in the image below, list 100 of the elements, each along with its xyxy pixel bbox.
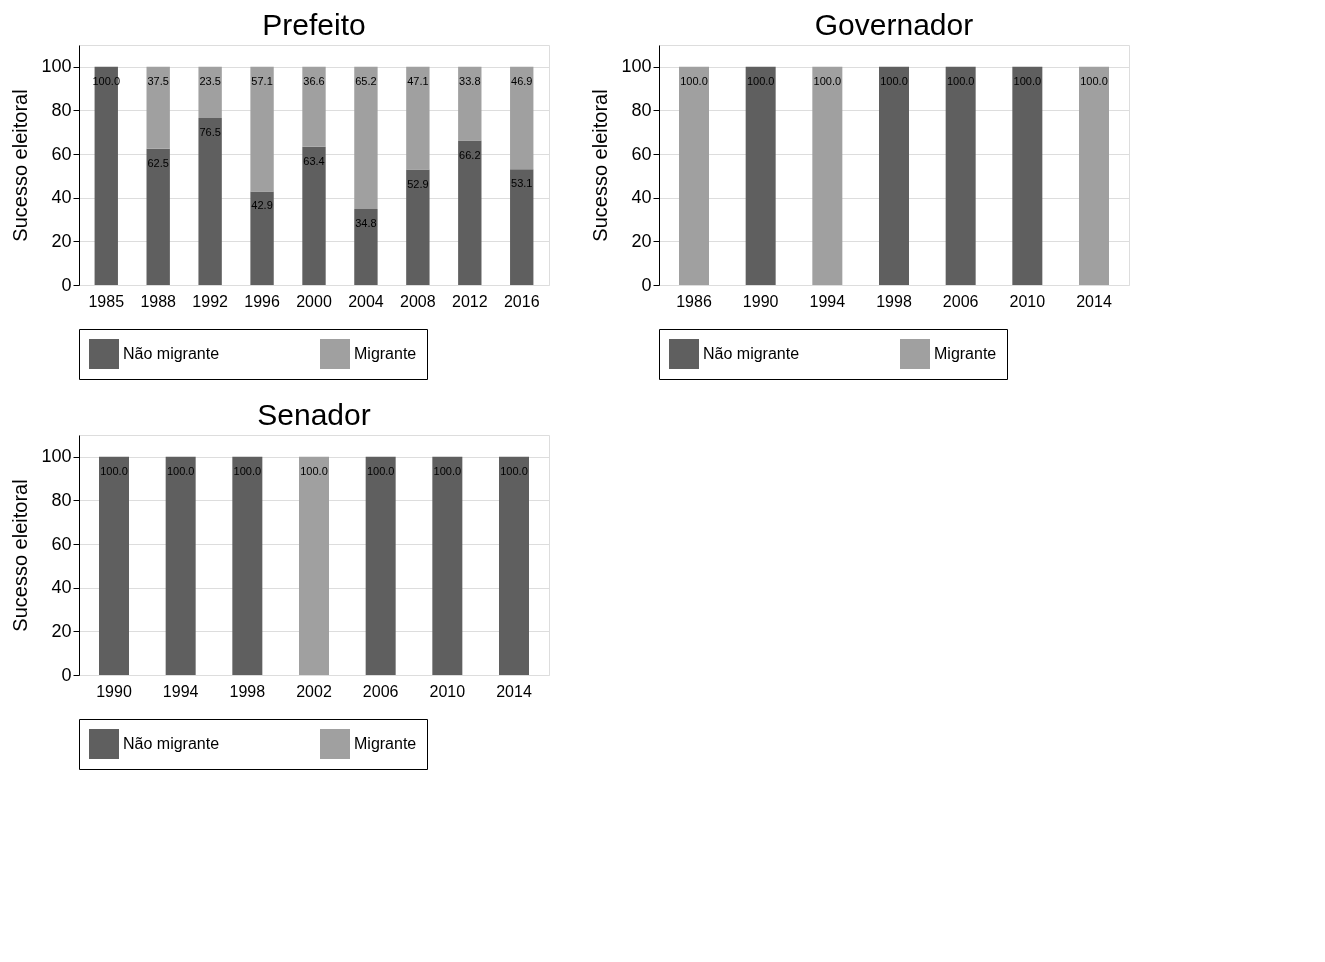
data-label: 57.1 (251, 74, 273, 87)
data-label: 100.0 (433, 464, 462, 477)
data-label: 100.0 (1013, 74, 1042, 87)
data-label: 34.8 (355, 217, 377, 230)
data-label: 47.1 (407, 74, 429, 87)
data-label: 100.0 (500, 464, 528, 477)
bar (458, 66, 482, 141)
x-tick-label: 2002 (296, 682, 332, 700)
x-tick-label: 2006 (362, 682, 399, 700)
y-axis-title: Sucesso eleitoral (9, 479, 32, 632)
x-tick-label: 2000 (296, 292, 332, 310)
data-label: 46.9 (511, 74, 533, 87)
x-tick-label: 1988 (140, 292, 177, 310)
data-label: 100.0 (100, 464, 128, 477)
data-label: 23.5 (199, 74, 221, 87)
bar (94, 66, 118, 285)
legend-label: Migrante (354, 735, 417, 752)
chart-title: Senador (257, 398, 371, 431)
x-tick-label: 1998 (876, 292, 912, 310)
legend-label: Não migrante (123, 735, 220, 752)
data-label: 52.9 (407, 177, 429, 190)
bar (250, 66, 274, 192)
bar (146, 148, 170, 285)
y-tick-label: 0 (641, 274, 652, 295)
y-tick-label: 20 (51, 230, 72, 251)
data-label: 66.2 (459, 148, 481, 161)
y-tick-label: 80 (51, 489, 72, 510)
data-label: 100.0 (813, 74, 842, 87)
x-tick-label: 1986 (676, 292, 712, 310)
bar (198, 66, 222, 119)
data-label: 100.0 (880, 74, 908, 87)
bar (510, 169, 534, 285)
data-label: 63.4 (303, 154, 325, 167)
bar (510, 66, 534, 170)
bar (406, 169, 430, 285)
y-tick-label: 40 (631, 187, 652, 208)
y-tick-label: 60 (631, 143, 652, 164)
y-tick-label: 0 (61, 664, 72, 685)
y-tick-label: 20 (51, 620, 72, 641)
chart-title: Prefeito (262, 8, 366, 41)
x-tick-label: 2008 (400, 292, 436, 310)
x-tick-label: 1998 (229, 682, 266, 700)
bar (302, 66, 326, 147)
legend-label: Não migrante (703, 345, 800, 362)
data-label: 53.1 (511, 177, 533, 190)
x-tick-label: 1994 (162, 682, 199, 700)
data-label: 100.0 (300, 464, 328, 477)
y-tick-label: 80 (631, 99, 652, 120)
y-tick-label: 100 (41, 446, 72, 467)
x-tick-label: 1990 (742, 292, 779, 310)
data-label: 37.5 (147, 74, 169, 87)
y-tick-label: 0 (61, 274, 72, 295)
bar (458, 140, 482, 285)
x-tick-label: 1985 (88, 292, 125, 310)
data-label: 100.0 (680, 74, 708, 87)
y-axis-title: Sucesso eleitoral (589, 89, 612, 242)
data-label: 100.0 (946, 74, 975, 87)
y-axis-title: Sucesso eleitoral (9, 89, 32, 242)
bar (146, 66, 170, 149)
chart-title: Governador (814, 8, 974, 41)
data-label: 100.0 (166, 464, 195, 477)
legend-label: Migrante (934, 345, 997, 362)
legend-label: Migrante (354, 345, 417, 362)
x-tick-label: 2016 (503, 292, 540, 310)
data-label: 100.0 (746, 74, 775, 87)
bar (198, 118, 222, 285)
y-tick-label: 100 (621, 56, 652, 77)
x-tick-label: 2010 (429, 682, 466, 700)
x-tick-label: 2004 (348, 292, 384, 310)
y-tick-label: 40 (51, 577, 72, 598)
y-tick-label: 60 (51, 533, 72, 554)
data-label: 100.0 (366, 464, 395, 477)
legend-label: Não migrante (123, 345, 220, 362)
data-label: 42.9 (251, 199, 273, 212)
data-label: 62.5 (147, 156, 169, 169)
data-label: 65.2 (355, 74, 377, 87)
x-tick-label: 2006 (942, 292, 979, 310)
y-tick-label: 80 (51, 99, 72, 120)
x-tick-label: 2014 (1076, 292, 1112, 310)
x-tick-label: 1996 (244, 292, 280, 310)
y-tick-label: 60 (51, 143, 72, 164)
data-label: 36.6 (303, 74, 325, 87)
data-label: 33.8 (459, 74, 481, 87)
bar (302, 146, 326, 285)
y-tick-label: 40 (51, 187, 72, 208)
y-tick-label: 20 (631, 230, 652, 251)
x-tick-label: 2010 (1009, 292, 1046, 310)
y-tick-label: 100 (41, 56, 72, 77)
bar (354, 66, 378, 210)
bar (250, 191, 274, 285)
x-tick-label: 1990 (96, 682, 132, 700)
x-tick-label: 1994 (809, 292, 846, 310)
bar (354, 209, 378, 285)
x-tick-label: 1992 (192, 292, 229, 310)
x-tick-label: 2012 (452, 292, 488, 310)
bar (406, 66, 430, 170)
data-label: 76.5 (199, 126, 221, 139)
x-tick-label: 2014 (496, 682, 532, 700)
data-label: 100.0 (233, 464, 262, 477)
data-label: 100.0 (1080, 74, 1108, 87)
